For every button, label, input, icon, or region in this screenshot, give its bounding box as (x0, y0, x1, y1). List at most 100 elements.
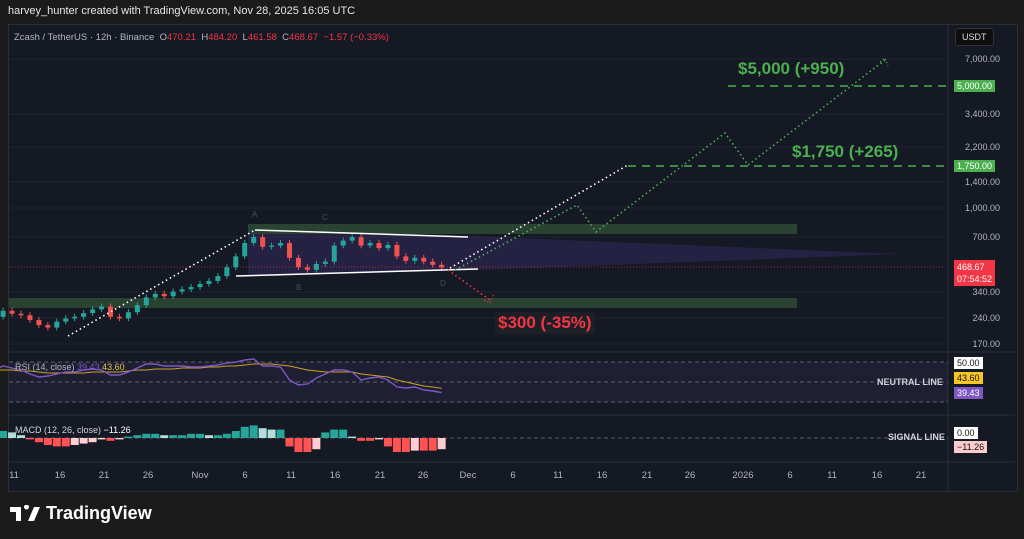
bearish-path (447, 269, 491, 301)
macd-histogram-bar (392, 438, 401, 452)
candle (0, 310, 6, 317)
x-axis-label: 16 (871, 470, 883, 481)
x-axis-label: 6 (787, 470, 793, 481)
chart-pane[interactable] (8, 24, 1018, 492)
price-tick: 1,400.00 (964, 177, 1000, 187)
candle (358, 237, 364, 246)
x-axis-label: 21 (915, 470, 927, 481)
price-tick: 2,200.00 (964, 142, 1000, 152)
rsi-ma-badge: 43.60 (954, 372, 983, 384)
brand-name: TradingView (46, 503, 152, 523)
x-axis-label: 11 (553, 470, 563, 481)
rsi-value-badge: 39.43 (954, 387, 983, 399)
x-axis-label: 26 (142, 470, 154, 481)
macd-histogram-bar (115, 438, 124, 440)
macd-histogram-bar (97, 438, 106, 440)
price-tick: 1,000.00 (964, 203, 1000, 213)
candle (134, 305, 140, 313)
tradingview-logo[interactable]: TradingView (10, 503, 152, 524)
candle (385, 244, 391, 249)
candle (340, 240, 346, 246)
flag-zone (248, 233, 900, 276)
candle (304, 267, 310, 270)
macd-histogram-bar (79, 438, 88, 444)
candle (143, 297, 149, 306)
candle (251, 237, 257, 244)
x-axis-label: 26 (417, 470, 429, 481)
candle (54, 321, 60, 328)
macd-histogram-bar (34, 438, 43, 443)
candle (108, 306, 113, 317)
point-b-label: B (296, 283, 302, 292)
macd-histogram-bar (106, 438, 115, 441)
x-axis-label: 11 (9, 470, 19, 481)
target-low-label[interactable]: $300 (-35%) (495, 312, 595, 334)
macd-histogram-bar (43, 438, 52, 445)
macd-histogram-bar (267, 429, 276, 438)
candle (170, 291, 176, 297)
rsi-ma-line (0, 363, 442, 389)
macd-histogram-bar (52, 438, 61, 447)
breakout-projection (449, 164, 629, 269)
candle (99, 306, 105, 310)
candle (161, 293, 167, 297)
macd-histogram-bar (240, 426, 249, 438)
x-axis-label: 21 (98, 470, 110, 481)
macd-histogram-bar (285, 438, 294, 447)
candle (206, 280, 212, 284)
x-axis-label: 16 (54, 470, 66, 481)
candle (125, 312, 131, 319)
target-high-badge: 5,000.00 (954, 80, 996, 92)
candle (349, 237, 355, 241)
candle (27, 315, 33, 321)
macd-histogram-bar (0, 431, 8, 438)
last-price: 468.67 (957, 262, 985, 272)
macd-histogram-bar (401, 438, 410, 452)
candle (152, 293, 158, 298)
macd-histogram-bar (303, 438, 312, 452)
price-tick: 340.00 (972, 287, 1000, 297)
target-mid-label[interactable]: $1,750 (+265) (792, 142, 899, 161)
x-axis-label: 21 (374, 470, 386, 481)
rsi-legend: RSI (14, close) 39.43 43.60 (15, 362, 125, 372)
x-axis-label: Dec (459, 470, 477, 481)
macd-histogram-bar (294, 438, 303, 452)
x-axis-label: 2026 (732, 470, 754, 481)
currency-button[interactable]: USDT (955, 28, 994, 46)
x-axis-label: 26 (684, 470, 696, 481)
macd-histogram-bar (8, 432, 17, 438)
macd-histogram-bar (276, 429, 285, 438)
macd-histogram-bar (357, 438, 366, 441)
candle (313, 263, 319, 270)
macd-histogram-bar (437, 438, 446, 450)
change-value: −1.57 (−0.33%) (323, 32, 389, 43)
candle (215, 276, 221, 281)
macd-histogram-bar (213, 435, 222, 438)
candle (72, 316, 78, 319)
low-value: 461.58 (247, 32, 277, 43)
open-label: O (159, 32, 167, 43)
rsi-value: 39.43 (77, 362, 100, 372)
macd-histogram-bar (330, 429, 339, 438)
macd-histogram-bar (419, 438, 428, 451)
candle (260, 237, 266, 247)
x-axis-label: 16 (596, 470, 608, 481)
target-high-label[interactable]: $5,000 (+950) (738, 59, 845, 78)
chart-credit: harvey_hunter created with TradingView.c… (8, 5, 356, 17)
candle (430, 261, 436, 265)
macd-histogram-bar (249, 425, 258, 438)
candle (367, 243, 373, 246)
candle (18, 313, 24, 316)
macd-histogram-bar (88, 438, 97, 443)
candle (287, 243, 292, 258)
resistance-zone (248, 224, 797, 234)
candle (188, 287, 194, 290)
macd-histogram-bar (410, 438, 419, 451)
bullish-path (454, 59, 886, 271)
last-price-badge: 468.67 07:54:52 (954, 260, 996, 286)
symbol-legend: Zcash / TetherUS · 12h · Binance O470.21… (14, 32, 389, 43)
candle (45, 325, 51, 328)
x-axis-label: 11 (827, 470, 837, 481)
x-axis-label: Nov (191, 470, 209, 481)
